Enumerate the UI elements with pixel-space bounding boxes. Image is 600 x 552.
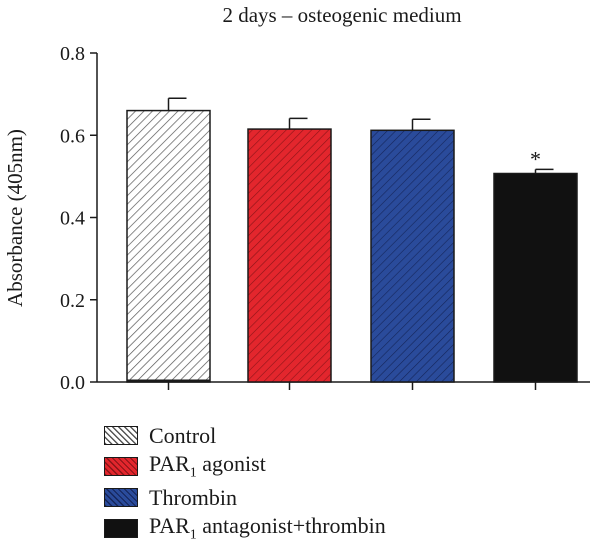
legend-label: PAR1 agonist	[149, 451, 266, 481]
y-axis-label: Absorbance (405nm)	[3, 129, 27, 307]
significance-marker: *	[530, 146, 541, 171]
legend: Control PAR1 agonist Thrombin PAR1 antagoni…	[104, 420, 386, 544]
y-tick-label: 0.8	[60, 43, 85, 65]
bar	[126, 109, 211, 383]
legend-label: PAR1 antagonist+thrombin	[149, 513, 386, 543]
bar-chart: 2 days – osteogenic medium Absorbance (4…	[3, 3, 590, 394]
legend-label: Thrombin	[149, 484, 237, 510]
legend-swatch	[104, 519, 138, 538]
legend-item: Thrombin	[104, 482, 386, 513]
bar	[247, 128, 332, 383]
legend-swatch	[104, 426, 138, 445]
legend-label: Control	[149, 422, 217, 448]
legend-swatch	[104, 457, 138, 476]
bar	[370, 129, 455, 383]
legend-item: PAR1 antagonist+thrombin	[104, 513, 386, 544]
bar	[493, 172, 578, 383]
legend-item: Control	[104, 420, 386, 451]
chart-title: 2 days – osteogenic medium	[222, 3, 461, 27]
y-tick-label: 0.6	[60, 125, 85, 147]
y-tick-label: 0.4	[60, 208, 85, 230]
legend-item: PAR1 agonist	[104, 451, 386, 482]
y-tick-label: 0.0	[60, 372, 85, 394]
y-tick-label: 0.2	[60, 290, 85, 312]
legend-swatch	[104, 488, 138, 507]
